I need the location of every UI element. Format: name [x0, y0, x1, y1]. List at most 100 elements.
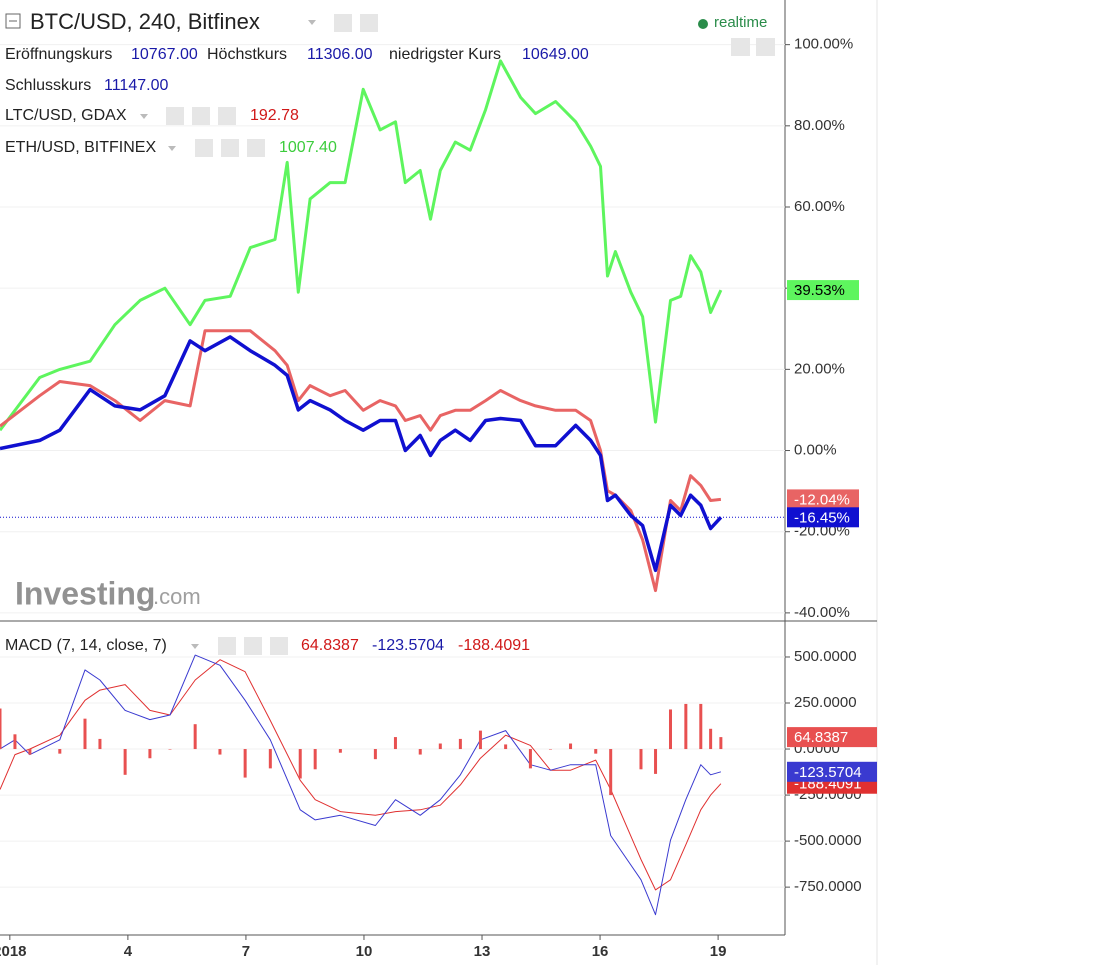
ohlc-label: Schlusskurs [5, 77, 91, 94]
x-tick-label: 7 [242, 943, 250, 960]
histogram-bar [298, 749, 302, 779]
ohlc-label: Eröffnungskurs [5, 46, 112, 63]
eye-icon[interactable] [334, 14, 352, 32]
histogram-bar [654, 749, 658, 774]
histogram-bar [13, 734, 17, 750]
settings-icon[interactable] [221, 139, 239, 157]
histogram-bar [609, 749, 613, 796]
price-badge-box [787, 727, 877, 748]
histogram-bar [338, 749, 342, 753]
y-tick-label: 60.00% [794, 198, 845, 215]
x-tick-label: 16 [592, 943, 609, 960]
dropdown-icon[interactable] [140, 114, 148, 119]
macd-value: 64.8387 [301, 637, 359, 654]
price-badge-label: -123.5704 [794, 764, 862, 781]
eye-icon[interactable] [195, 139, 213, 157]
ohlc-value: 10649.00 [522, 46, 589, 63]
histogram-bar [719, 737, 723, 750]
histogram-bar [548, 749, 552, 750]
price-badge-label: -16.45% [794, 509, 850, 526]
histogram-bar [709, 728, 713, 750]
macd-value: -123.5704 [372, 637, 444, 654]
histogram-bar [148, 749, 152, 759]
price-badge-label: -12.04% [794, 491, 850, 508]
price-badge-box [787, 280, 859, 301]
y-tick-label: 100.00% [794, 36, 853, 53]
price-badge: 39.53% [787, 280, 859, 301]
arrow-icon[interactable] [756, 38, 775, 56]
series-line [0, 659, 722, 891]
x-tick-label: 13 [474, 943, 491, 960]
series-line [0, 335, 723, 573]
dropdown-icon[interactable] [308, 20, 316, 25]
realtime-label: realtime [714, 14, 767, 31]
price-badge-box [787, 761, 877, 782]
histogram-bar [313, 749, 317, 770]
price-badge-label: 39.53% [794, 282, 845, 299]
histogram-bar [504, 744, 508, 750]
legend-name: ETH/USD, BITFINEX [5, 139, 156, 156]
histogram-bar [438, 743, 442, 750]
arrow-icon[interactable] [731, 38, 750, 56]
histogram-bar [28, 749, 32, 755]
histogram-bar [684, 703, 688, 750]
y-tick-label: -750.0000 [794, 878, 862, 895]
dropdown-icon[interactable] [168, 146, 176, 151]
y-tick-label: 0.00% [794, 441, 837, 458]
histogram-bar [373, 749, 377, 760]
collapse-icon[interactable] [5, 13, 21, 29]
x-tick-label: 19 [710, 943, 727, 960]
histogram-bar [458, 738, 462, 750]
ohlc-value: 11306.00 [307, 46, 373, 63]
histogram-bar [418, 749, 422, 755]
main-title: BTC/USD, 240, Bitfinex [30, 9, 260, 34]
x-tick-label: 4 [124, 943, 133, 960]
histogram-bar [218, 749, 222, 755]
watermark-suffix: .com [153, 584, 201, 609]
close-icon[interactable] [218, 107, 236, 125]
price-badge: -123.5704 [787, 761, 877, 782]
ohlc-label: niedrigster Kurs [389, 46, 501, 63]
settings-icon[interactable] [192, 107, 210, 125]
ohlc-value: 10767.00 [131, 46, 198, 63]
histogram-bar [0, 708, 2, 750]
eye-icon[interactable] [166, 107, 184, 125]
x-tick-label: 2018 [0, 943, 27, 960]
settings-icon[interactable] [360, 14, 378, 32]
histogram-bar [594, 749, 598, 754]
histogram-bar [58, 749, 62, 754]
y-tick-label: 80.00% [794, 117, 845, 134]
y-tick-label: 20.00% [794, 360, 845, 377]
histogram-bar [668, 709, 672, 750]
close-icon[interactable] [247, 139, 265, 157]
plot-layer: 100.00%80.00%60.00%40.00%20.00%0.00%-20.… [0, 36, 877, 960]
histogram-bar [699, 703, 703, 750]
x-tick-label: 10 [356, 943, 373, 960]
series-line [0, 654, 722, 916]
histogram-bar [393, 737, 397, 750]
legend-price: 1007.40 [279, 139, 337, 156]
ohlc-value: 11147.00 [104, 77, 168, 94]
macd-value: -188.4091 [458, 637, 530, 654]
histogram-bar [83, 718, 87, 750]
eye-icon[interactable] [218, 637, 236, 655]
histogram-bar [639, 749, 643, 770]
histogram-bar [528, 749, 532, 769]
dropdown-icon[interactable] [191, 644, 199, 649]
series-line [0, 59, 723, 432]
settings-icon[interactable] [244, 637, 262, 655]
histogram-bar [569, 743, 573, 750]
y-tick-label: -40.00% [794, 604, 850, 621]
histogram-bar [98, 738, 102, 750]
price-badge: -16.45% [787, 507, 859, 528]
realtime-dot [698, 19, 708, 29]
price-badge-label: 64.8387 [794, 729, 848, 746]
y-tick-label: -500.0000 [794, 832, 862, 849]
price-badge-box [787, 489, 859, 510]
close-icon[interactable] [270, 637, 288, 655]
price-badge: 64.8387 [787, 727, 877, 748]
histogram-bar [268, 749, 272, 769]
y-tick-label: 250.0000 [794, 694, 857, 711]
series-line [0, 329, 722, 593]
